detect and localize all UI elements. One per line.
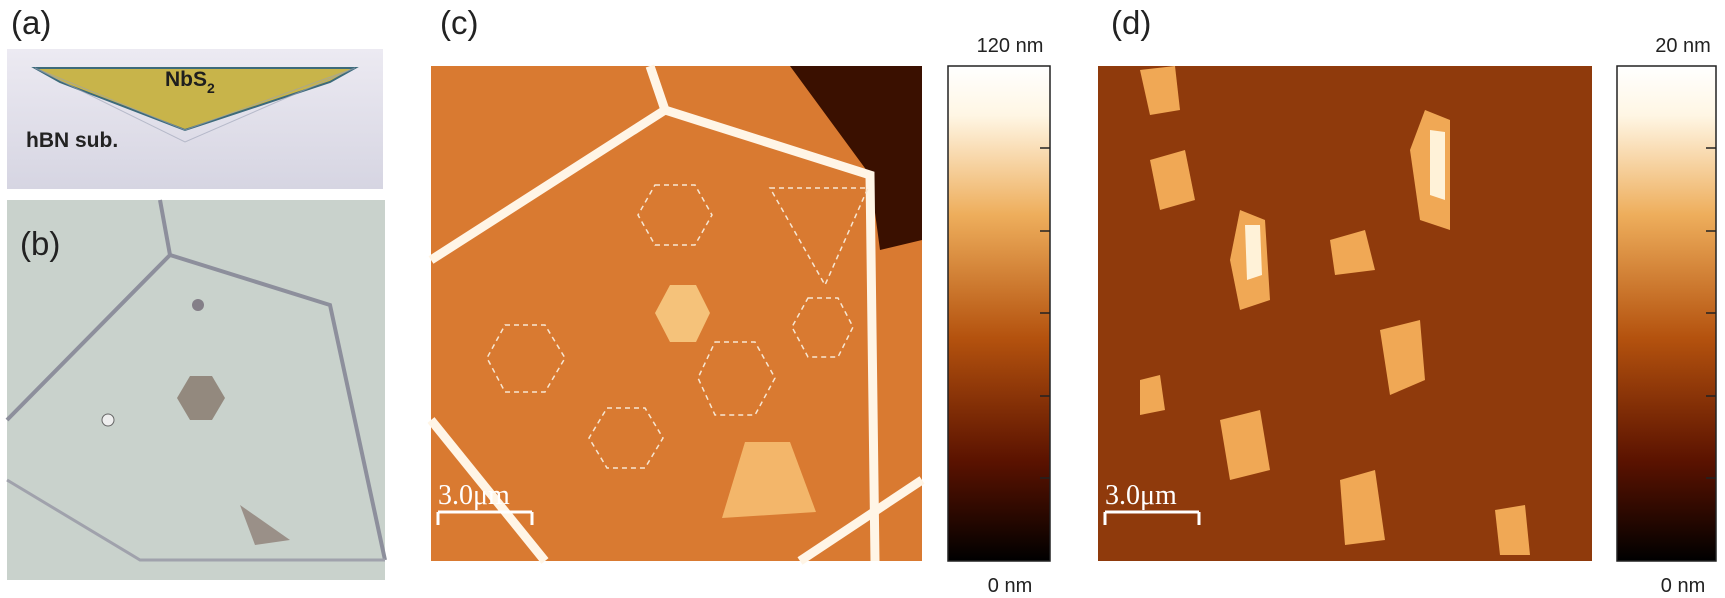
afm-image [1098, 66, 1592, 561]
colorbar-max: 120 nm [977, 35, 1044, 57]
material-label: NbS2 [165, 68, 215, 96]
layer-edge [34, 67, 356, 143]
panel-label: (b) [20, 225, 60, 262]
colorbar-min: 0 nm [988, 575, 1032, 597]
scale-bar: 3.0μm [1103, 480, 1201, 525]
scale-bar: 3.0μm [436, 480, 534, 525]
colorbar-max: 20 nm [1655, 35, 1711, 57]
scale-bar-label: 3.0μm [1105, 480, 1177, 511]
panel-a: (a) NbS2 hBN sub. [7, 4, 383, 189]
triangle-flake [240, 505, 290, 545]
nbs2-layer [31, 67, 359, 132]
cracks [427, 64, 925, 565]
scale-bar-label: 3.0μm [438, 480, 510, 511]
crack [169, 253, 387, 561]
dark-region [790, 66, 922, 250]
crack [6, 478, 385, 562]
peak-spots [1245, 130, 1445, 280]
particle [101, 413, 115, 427]
material-subscript: 2 [207, 80, 215, 96]
panel-label: (d) [1111, 4, 1151, 41]
flake-outlines [486, 184, 870, 469]
hexagon-flake [177, 376, 225, 420]
colorbar-min: 0 nm [1661, 575, 1705, 597]
panel-label: (c) [440, 4, 478, 41]
bright-flake [722, 442, 816, 518]
particle [192, 299, 204, 311]
material-name: NbS [165, 68, 207, 91]
colorbar-ticks [1706, 147, 1716, 479]
bright-flake [655, 285, 710, 342]
panel-c: (c) 3.0μm 120 [427, 4, 1051, 597]
colorbar [1616, 65, 1717, 562]
substrate-label: hBN sub. [26, 129, 118, 152]
panel-d: (d) 3.0μm 20 n [1098, 4, 1717, 597]
colorbar-ticks [1040, 147, 1050, 479]
panel-label: (a) [11, 4, 51, 41]
panel-b: (b) [5, 199, 387, 580]
colorbar [947, 65, 1051, 562]
